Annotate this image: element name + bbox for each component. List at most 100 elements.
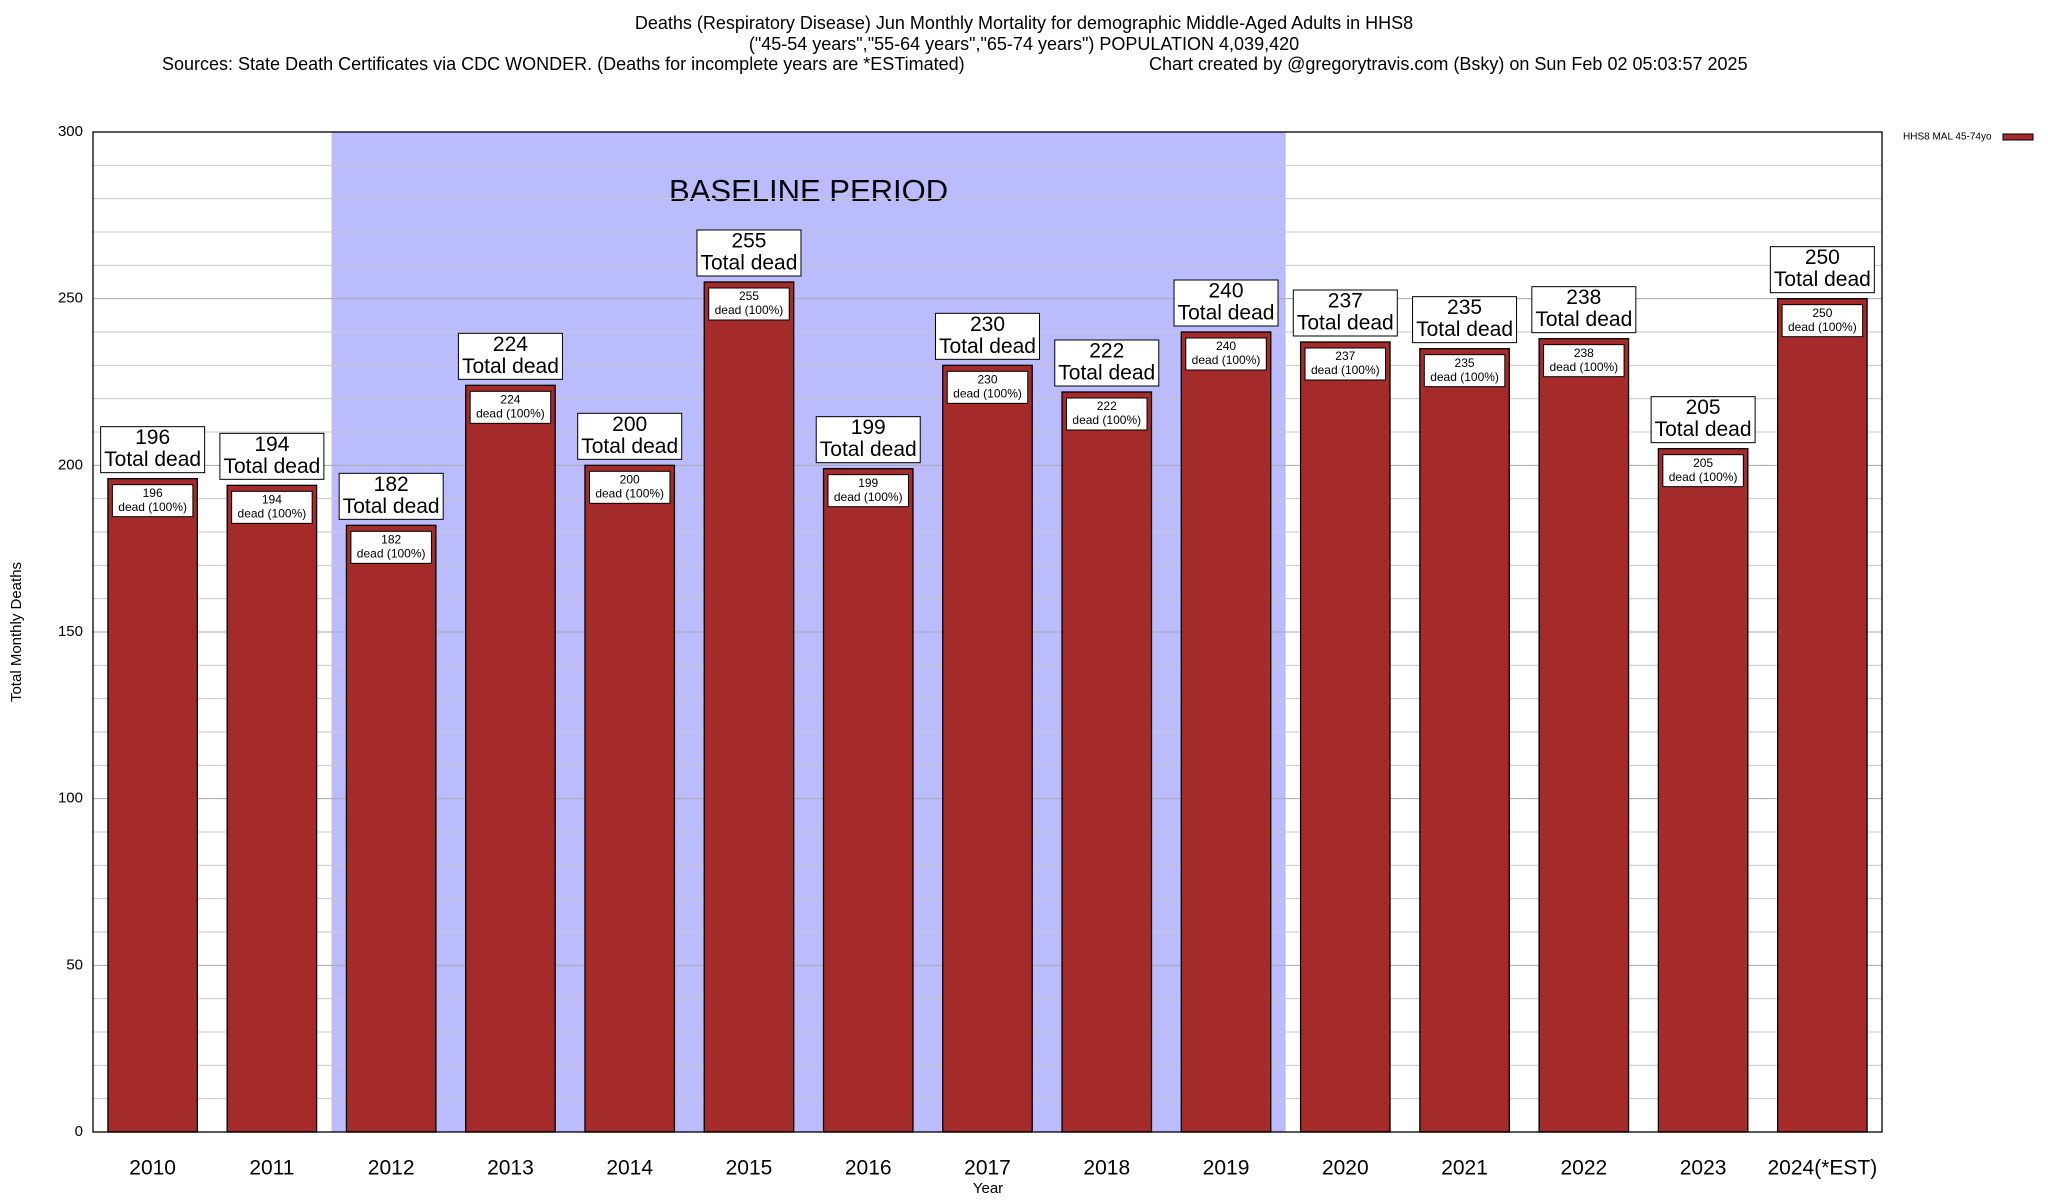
inner-label-box bbox=[1543, 344, 1625, 378]
x-tick-label: 2018 bbox=[1083, 1157, 1130, 1180]
outer-value-label: 250 bbox=[1805, 246, 1840, 269]
bar bbox=[465, 384, 556, 1133]
x-tick-label: 2021 bbox=[1441, 1157, 1488, 1180]
outer-value-label: 224 bbox=[493, 333, 528, 356]
inner-label-box bbox=[1066, 397, 1148, 431]
bar bbox=[703, 281, 795, 1133]
outer-label-box bbox=[935, 312, 1040, 360]
outer-label-box bbox=[457, 332, 563, 380]
outer-label-text: Total dead bbox=[1058, 362, 1155, 385]
outer-label-box bbox=[815, 416, 921, 464]
inner-value-label: 199 bbox=[858, 476, 878, 490]
outer-label-text: Total dead bbox=[343, 495, 440, 518]
inner-label-text: dead (100%) bbox=[1311, 363, 1380, 377]
bar bbox=[1419, 348, 1510, 1133]
y-tick-label: 50 bbox=[66, 956, 83, 973]
inner-label-box bbox=[1185, 337, 1267, 371]
inner-label-text: dead (100%) bbox=[1669, 470, 1738, 484]
outer-value-label: 237 bbox=[1328, 290, 1363, 313]
chart-title: Deaths (Respiratory Disease) Jun Monthly… bbox=[635, 13, 1413, 33]
outer-label-text: Total dead bbox=[223, 455, 320, 478]
outer-label-text: Total dead bbox=[1535, 308, 1632, 331]
bar bbox=[345, 524, 437, 1133]
bar bbox=[1657, 448, 1749, 1133]
inner-label-box bbox=[1423, 354, 1506, 388]
outer-value-label: 230 bbox=[970, 313, 1005, 336]
outer-value-label: 222 bbox=[1089, 340, 1124, 363]
outer-label-box bbox=[696, 229, 802, 277]
outer-label-box bbox=[100, 426, 206, 474]
x-tick-label: 2010 bbox=[129, 1157, 176, 1180]
outer-label-box bbox=[338, 472, 444, 520]
y-tick-label: 100 bbox=[58, 790, 83, 807]
inner-label-text: dead (100%) bbox=[1072, 413, 1141, 427]
inner-label-box bbox=[827, 474, 909, 508]
x-tick-label: 2023 bbox=[1680, 1157, 1727, 1180]
inner-value-label: 196 bbox=[143, 486, 163, 500]
x-tick-label: 2024(*EST) bbox=[1768, 1157, 1878, 1180]
outer-label-box bbox=[1769, 246, 1875, 294]
outer-value-label: 199 bbox=[851, 416, 886, 439]
x-tick-label: 2012 bbox=[368, 1157, 415, 1180]
x-tick-label: 2011 bbox=[249, 1157, 294, 1180]
outer-label-text: Total dead bbox=[104, 448, 201, 471]
y-tick-label: 300 bbox=[58, 123, 83, 140]
inner-label-text: dead (100%) bbox=[1192, 353, 1261, 367]
y-tick-label: 200 bbox=[58, 456, 83, 473]
x-tick-label: 2015 bbox=[726, 1157, 773, 1180]
inner-label-text: dead (100%) bbox=[1788, 320, 1857, 334]
outer-value-label: 240 bbox=[1209, 280, 1244, 303]
inner-label-box bbox=[946, 370, 1029, 404]
inner-value-label: 230 bbox=[977, 373, 997, 387]
bar bbox=[1299, 341, 1391, 1133]
bar bbox=[822, 468, 914, 1133]
x-tick-label: 2016 bbox=[845, 1157, 892, 1180]
inner-value-label: 224 bbox=[500, 393, 520, 407]
inner-label-box bbox=[1781, 304, 1864, 338]
x-tick-label: 2014 bbox=[606, 1157, 653, 1180]
inner-value-label: 200 bbox=[620, 473, 640, 487]
inner-label-text: dead (100%) bbox=[834, 490, 903, 504]
bar bbox=[1180, 331, 1272, 1133]
inner-label-text: dead (100%) bbox=[476, 407, 545, 421]
inner-label-box bbox=[469, 390, 552, 424]
inner-value-label: 194 bbox=[262, 493, 282, 507]
outer-label-text: Total dead bbox=[820, 438, 917, 461]
inner-value-label: 238 bbox=[1574, 346, 1594, 360]
outer-label-text: Total dead bbox=[581, 435, 678, 458]
inner-value-label: 250 bbox=[1812, 306, 1832, 320]
outer-value-label: 238 bbox=[1566, 286, 1601, 309]
outer-label-box bbox=[1650, 396, 1756, 444]
y-axis-label: Total Monthly Deaths bbox=[8, 562, 25, 702]
outer-label-box bbox=[219, 432, 325, 480]
outer-value-label: 200 bbox=[612, 413, 647, 436]
outer-label-text: Total dead bbox=[939, 335, 1036, 358]
inner-label-box bbox=[231, 490, 313, 524]
bar bbox=[1061, 391, 1153, 1133]
inner-label-text: dead (100%) bbox=[1430, 370, 1499, 384]
inner-label-text: dead (100%) bbox=[595, 487, 664, 501]
chart-subtitle: ("45-54 years","55-64 years","65-74 year… bbox=[749, 34, 1299, 54]
bar bbox=[1776, 298, 1868, 1133]
y-tick-label: 0 bbox=[75, 1123, 83, 1140]
outer-value-label: 235 bbox=[1447, 296, 1482, 319]
x-tick-label: 2019 bbox=[1203, 1157, 1250, 1180]
inner-label-box bbox=[350, 530, 432, 564]
x-tick-label: 2020 bbox=[1322, 1157, 1369, 1180]
inner-value-label: 235 bbox=[1455, 356, 1475, 370]
inner-value-label: 240 bbox=[1216, 339, 1236, 353]
outer-label-text: Total dead bbox=[1416, 318, 1513, 341]
inner-label-text: dead (100%) bbox=[953, 387, 1022, 401]
x-tick-label: 2022 bbox=[1560, 1157, 1607, 1180]
bar bbox=[942, 364, 1033, 1133]
bar bbox=[584, 464, 676, 1133]
bar bbox=[107, 478, 199, 1133]
outer-label-text: Total dead bbox=[1774, 268, 1871, 291]
inner-label-box bbox=[588, 470, 671, 504]
shade-label: BASELINE PERIOD bbox=[669, 173, 948, 208]
outer-label-text: Total dead bbox=[1655, 418, 1752, 441]
inner-label-text: dead (100%) bbox=[238, 507, 307, 521]
inner-label-text: dead (100%) bbox=[715, 303, 784, 317]
inner-label-box bbox=[111, 484, 194, 518]
